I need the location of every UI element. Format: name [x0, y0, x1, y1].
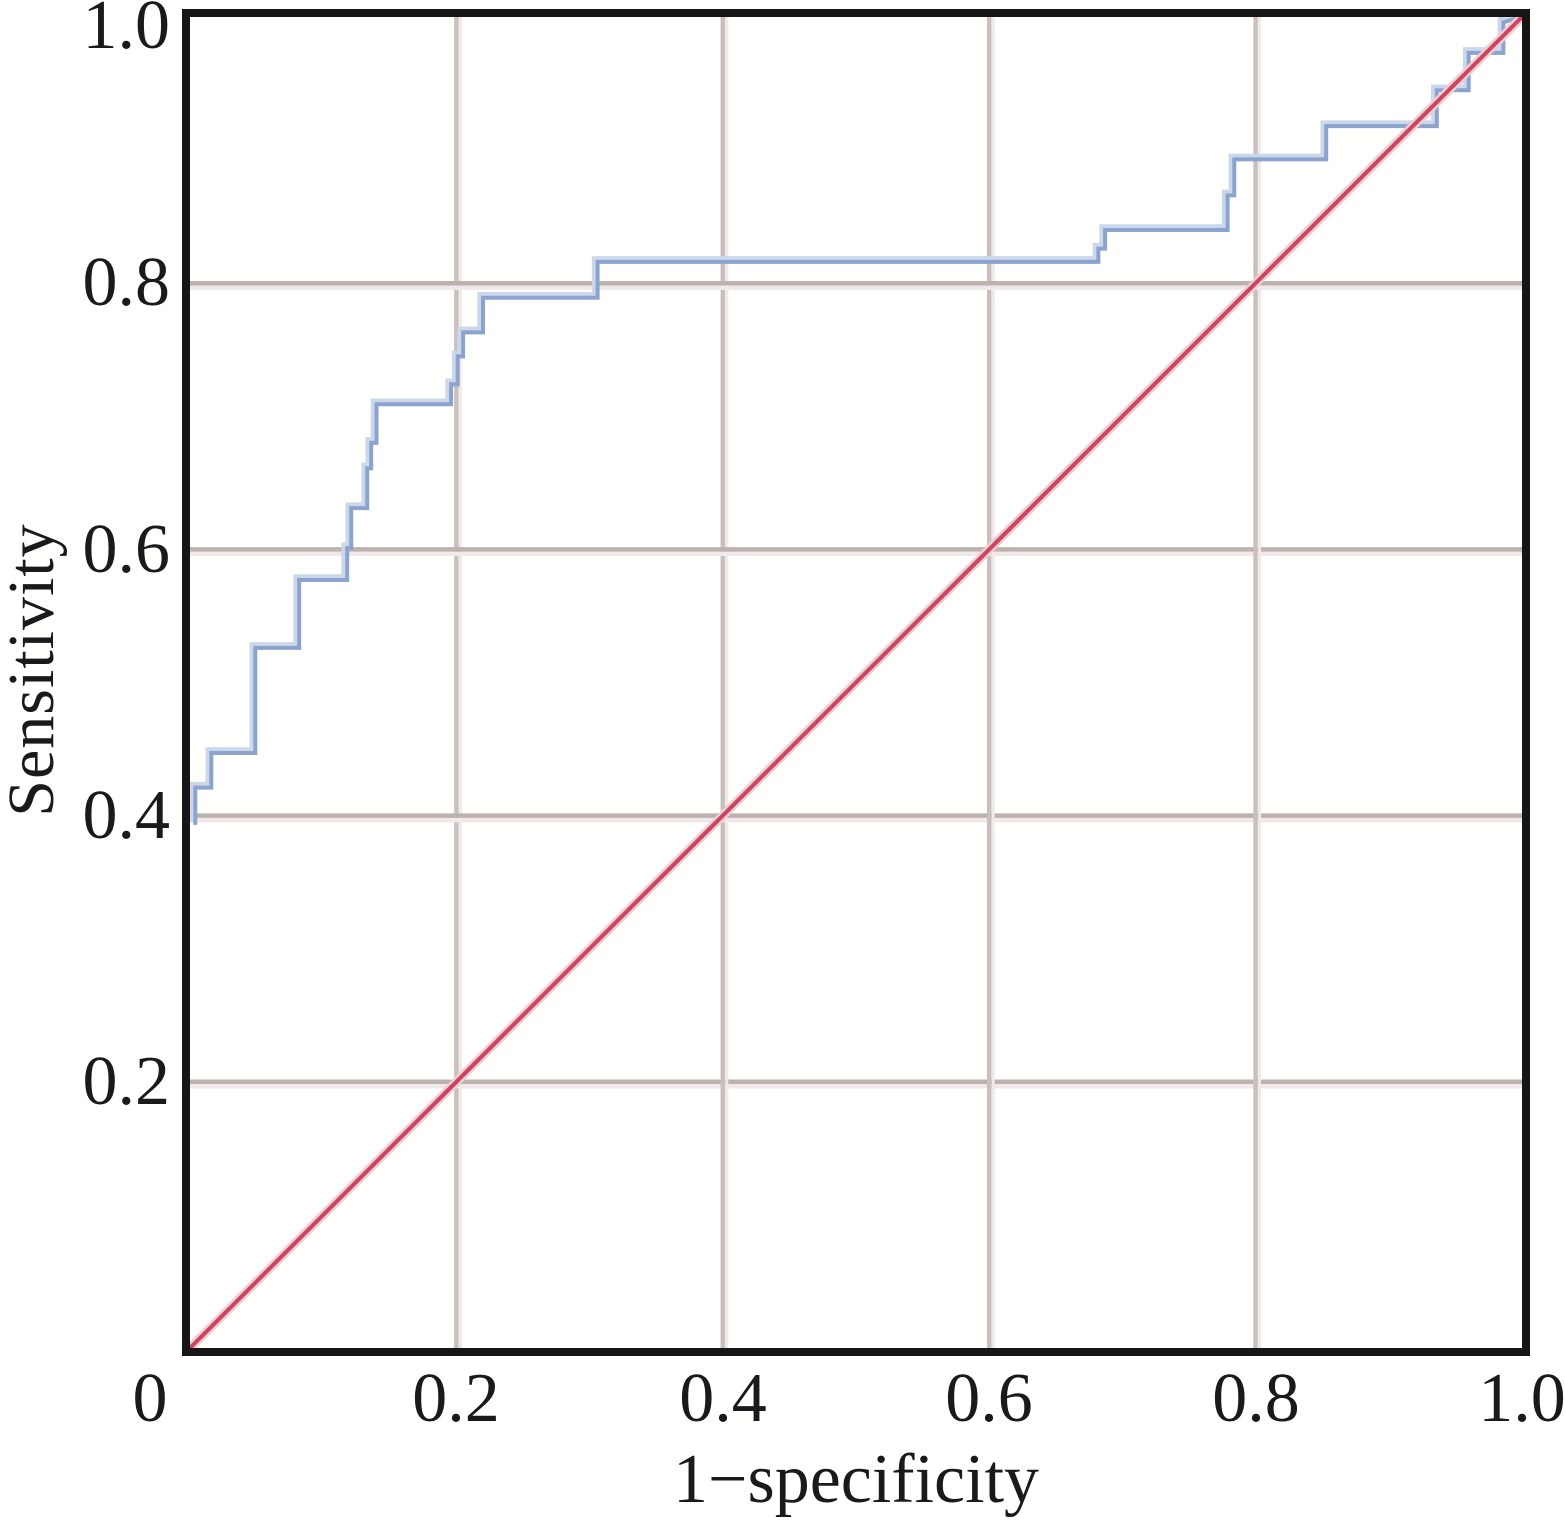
y-tick-label: 0.2: [82, 1043, 171, 1120]
roc-curve-halo: [189, 11, 1521, 823]
y-tick-label: 0.8: [82, 244, 171, 321]
x-tick-label: 0.4: [679, 1360, 767, 1437]
x-tick-label: 1.0: [1478, 1360, 1565, 1437]
x-tick-label: 0.6: [945, 1360, 1033, 1437]
y-tick-label: 0.4: [82, 777, 171, 854]
x-axis-title: 1−specificity: [672, 1441, 1040, 1518]
y-tick-label: 1.0: [82, 0, 171, 64]
reference-line: [188, 15, 1524, 1350]
x-tick-label: 0.2: [412, 1360, 500, 1437]
x-tick-label: 0.8: [1212, 1360, 1300, 1437]
x-tick-label: 0: [132, 1360, 168, 1437]
plot-frame: [182, 9, 1530, 1356]
y-tick-label: 0.6: [82, 511, 171, 588]
roc-curve: [193, 15, 1523, 825]
y-axis-title: Sensitivity: [0, 523, 68, 817]
